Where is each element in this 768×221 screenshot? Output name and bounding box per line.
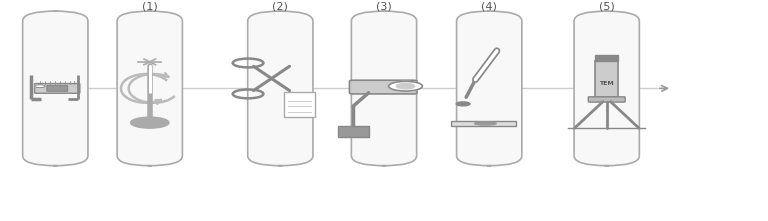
Text: TEM: TEM xyxy=(599,82,614,86)
Text: (3): (3) xyxy=(376,2,392,12)
FancyBboxPatch shape xyxy=(284,92,315,117)
FancyBboxPatch shape xyxy=(47,86,68,91)
FancyBboxPatch shape xyxy=(451,121,516,126)
Text: (2): (2) xyxy=(273,2,288,12)
Text: (5): (5) xyxy=(599,2,614,12)
FancyBboxPatch shape xyxy=(247,11,313,166)
Circle shape xyxy=(396,84,415,89)
FancyBboxPatch shape xyxy=(595,55,618,61)
Text: (4): (4) xyxy=(482,2,497,12)
FancyBboxPatch shape xyxy=(35,84,80,93)
FancyBboxPatch shape xyxy=(117,11,182,166)
FancyBboxPatch shape xyxy=(595,61,618,97)
FancyBboxPatch shape xyxy=(349,80,417,94)
Circle shape xyxy=(389,81,422,91)
Circle shape xyxy=(35,85,45,88)
FancyBboxPatch shape xyxy=(574,11,639,166)
FancyBboxPatch shape xyxy=(588,97,625,102)
Circle shape xyxy=(456,102,470,106)
Ellipse shape xyxy=(475,122,496,125)
FancyBboxPatch shape xyxy=(22,11,88,166)
Text: (1): (1) xyxy=(142,2,157,12)
FancyBboxPatch shape xyxy=(352,11,416,166)
Circle shape xyxy=(131,117,169,128)
FancyBboxPatch shape xyxy=(338,126,369,137)
FancyBboxPatch shape xyxy=(456,11,522,166)
